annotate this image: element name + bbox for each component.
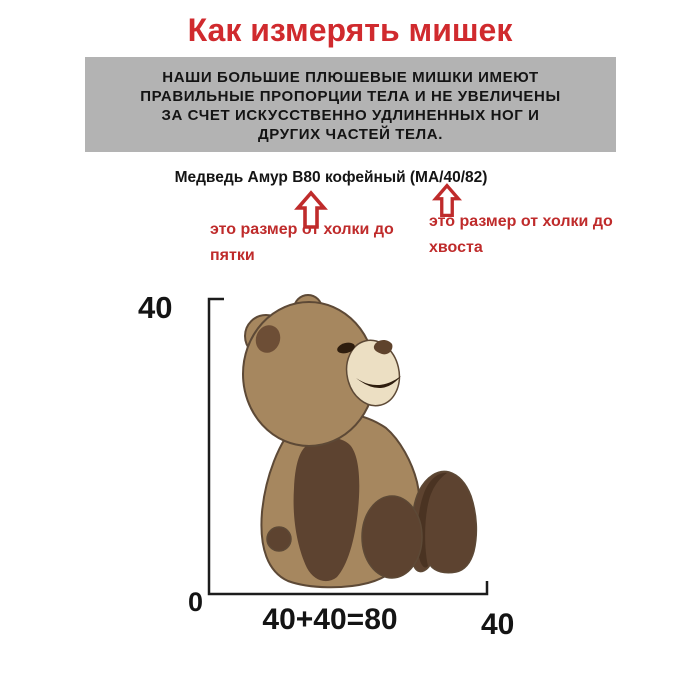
up-arrow-icon <box>432 183 462 218</box>
bear-nose <box>373 340 393 355</box>
info-banner: НАШИ БОЛЬШИЕ ПЛЮШЕВЫЕ МИШКИ ИМЕЮТ ПРАВИЛ… <box>85 57 616 152</box>
bear-thigh <box>361 495 423 579</box>
annotation-line: это размер от холки до <box>210 221 394 238</box>
axis-label-width: 40 <box>481 608 515 641</box>
bear-foot-shadow <box>417 472 447 568</box>
bear-arm <box>293 437 360 582</box>
page-title: Как измерять мишек <box>187 12 513 48</box>
banner-line: НАШИ БОЛЬШИЕ ПЛЮШЕВЫЕ МИШКИ ИМЕЮТ <box>162 68 539 86</box>
bear-figure <box>242 294 478 589</box>
annotation-line: пятки <box>210 247 255 264</box>
bear-eye <box>337 342 355 354</box>
axis-label-equation: 40+40=80 <box>262 603 398 636</box>
banner-line: ДРУГИХ ЧАСТЕЙ ТЕЛА. <box>258 125 443 143</box>
bear-paw <box>266 526 292 552</box>
measurement-axis <box>207 297 489 596</box>
bear-muzzle <box>345 339 401 407</box>
annotation-withers-to-tail: это размер от холки до хвоста <box>429 209 613 261</box>
banner-line: ПРАВИЛЬНЫЕ ПРОПОРЦИИ ТЕЛА И НЕ УВЕЛИЧЕНЫ <box>140 87 561 105</box>
annotation-line: это размер от холки до <box>429 213 613 230</box>
bear-inner-ear <box>255 325 281 353</box>
axis-label-height: 40 <box>138 290 173 325</box>
product-name-label: Медведь Амур В80 кофейный (МА/40/82) <box>174 169 488 186</box>
banner-line: ЗА СЧЕТ ИСКУССТВЕННО УДЛИНЕННЫХ НОГ И <box>161 106 540 124</box>
axis-label-origin: 0 <box>188 587 204 617</box>
up-arrow-icon <box>294 190 328 229</box>
bear-smile <box>356 376 401 389</box>
annotation-line: хвоста <box>429 239 483 256</box>
annotation-withers-to-heel: это размер от холки до пятки <box>210 217 394 269</box>
